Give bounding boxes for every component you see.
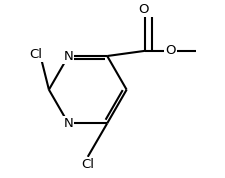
Text: Cl: Cl: [29, 48, 42, 61]
Text: O: O: [166, 44, 176, 57]
Text: O: O: [138, 3, 149, 16]
Text: N: N: [63, 49, 73, 62]
Text: N: N: [63, 117, 73, 130]
Text: Cl: Cl: [81, 158, 94, 171]
